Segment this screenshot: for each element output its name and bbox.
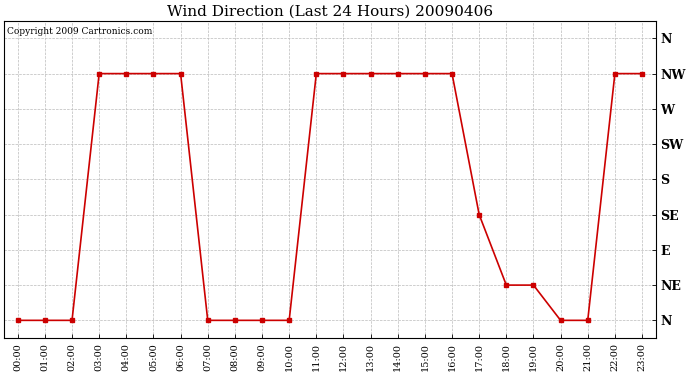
Text: Copyright 2009 Cartronics.com: Copyright 2009 Cartronics.com [8, 27, 152, 36]
Title: Wind Direction (Last 24 Hours) 20090406: Wind Direction (Last 24 Hours) 20090406 [167, 4, 493, 18]
